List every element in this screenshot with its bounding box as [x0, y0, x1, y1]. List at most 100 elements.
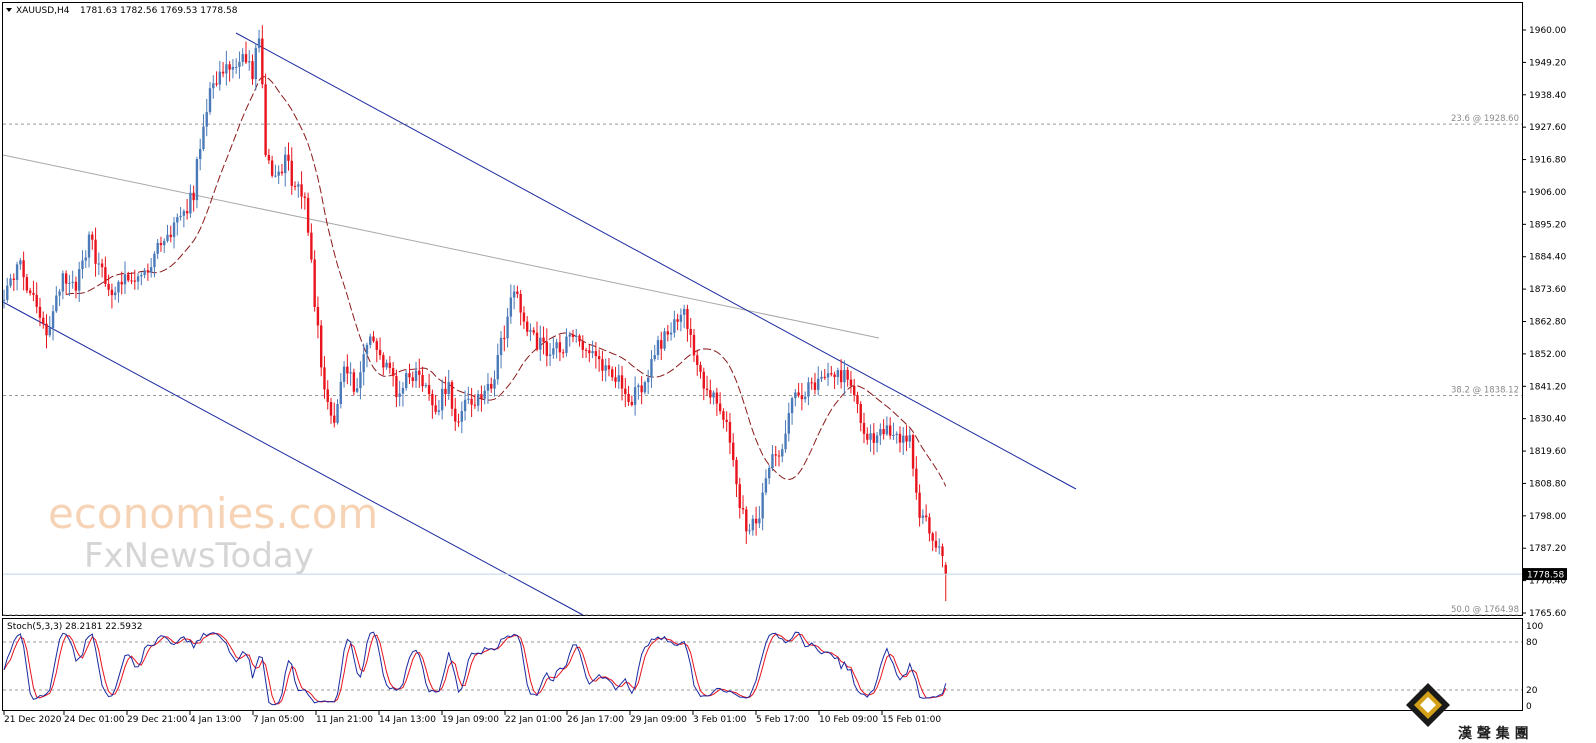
candle-body — [499, 337, 503, 356]
stoch-title: Stoch(5,3,3) 28.2181 22.5932 — [7, 622, 142, 632]
candle-body — [349, 372, 352, 374]
candle-body — [512, 291, 516, 298]
time-tick-label: 7 Jan 05:00 — [253, 715, 305, 725]
time-tick-label: 26 Jan 17:00 — [567, 715, 624, 725]
channel-upper-line — [235, 32, 1077, 490]
stoch-tick-label: 80 — [1526, 638, 1538, 648]
price-tick-label: 1852.00 — [1529, 350, 1566, 360]
candle-body — [68, 282, 71, 284]
candle-body — [705, 388, 709, 391]
fibonacci-levels: 23.6 @ 1928.60 38.2 @ 1838.12 50.0 @ 1764.… — [3, 114, 1522, 616]
candle-body — [640, 385, 643, 393]
stoch-main-line — [3, 631, 947, 706]
candle-body — [172, 222, 176, 238]
candle-body — [624, 388, 627, 395]
candle-body — [120, 281, 123, 285]
candle-body — [866, 433, 869, 440]
candle-body — [807, 382, 810, 397]
candle-body — [421, 374, 424, 387]
candle-body — [872, 433, 876, 443]
watermark-fxnewstoday: FxNewsToday — [84, 536, 314, 576]
candle-body — [346, 366, 349, 374]
candle-body — [771, 454, 774, 468]
candle-body — [918, 492, 921, 518]
candle-body — [921, 515, 925, 518]
candle-body — [205, 112, 208, 127]
candle-body — [231, 66, 235, 70]
trend-lines — [2, 32, 1077, 616]
gray-trendline — [2, 154, 880, 339]
candle-body — [745, 509, 748, 532]
price-axis: 1960.00 1949.20 1938.40 1927.60 1916.80 1906.… — [1522, 26, 1566, 619]
candle-body — [924, 515, 928, 518]
candle-body — [552, 348, 555, 355]
candle-body — [414, 370, 418, 381]
time-tick-label: 29 Dec 21:00 — [127, 715, 188, 725]
candle-body — [571, 334, 575, 337]
candle-body — [578, 335, 581, 342]
candle-body — [287, 154, 290, 161]
candle-body — [761, 492, 764, 519]
candle-body — [682, 309, 686, 315]
candle-body — [738, 484, 741, 509]
candle-body — [355, 388, 359, 392]
candle-body — [637, 385, 640, 388]
candle-body — [938, 546, 941, 548]
candle-body — [385, 362, 388, 368]
candle-body — [614, 377, 617, 382]
dropdown-triangle-icon[interactable] — [6, 8, 12, 12]
candle-body — [879, 429, 882, 436]
candle-body — [163, 240, 166, 246]
candle-body — [787, 413, 790, 434]
current-price-label: 1778.58 — [1527, 571, 1564, 581]
candle-body — [509, 297, 513, 317]
candle-body — [470, 398, 473, 405]
candle-body — [225, 64, 228, 74]
price-tick-label: 1808.80 — [1529, 479, 1566, 489]
candle-body — [457, 421, 460, 423]
candle-body — [35, 294, 38, 307]
candle-body — [261, 38, 264, 85]
candle-body — [898, 433, 902, 443]
time-tick-label: 4 Jan 13:00 — [190, 715, 242, 725]
candle-body — [395, 376, 398, 398]
candle-body — [813, 382, 817, 390]
candle-body — [784, 433, 787, 450]
candle-body — [928, 517, 931, 534]
candle-body — [146, 270, 150, 273]
candle-body — [113, 292, 117, 296]
candle-body — [646, 377, 650, 383]
candle-body — [408, 373, 411, 378]
candle-body — [300, 184, 303, 197]
candle-body — [476, 394, 480, 406]
candle-body — [859, 404, 862, 423]
candle-body — [176, 217, 179, 223]
candle-body — [535, 332, 539, 350]
candle-body — [274, 175, 277, 177]
candle-body — [208, 88, 212, 113]
candle-body — [732, 442, 735, 460]
candle-body — [437, 410, 441, 412]
price-tick-label: 1906.00 — [1529, 188, 1566, 198]
candle-body — [751, 518, 755, 531]
candle-body — [123, 274, 127, 285]
time-tick-label: 11 Jan 21:00 — [316, 715, 373, 725]
candle-body — [133, 280, 136, 282]
price-tick-label: 1916.80 — [1529, 156, 1566, 166]
stoch-tick-label: 100 — [1526, 622, 1543, 632]
candle-body — [565, 336, 568, 353]
candle-body — [463, 399, 467, 412]
candle-body — [444, 388, 447, 394]
channel-lower-line — [2, 301, 584, 616]
stochastic-pane: 100 80 20 0 — [3, 622, 1543, 712]
price-tick-label: 1895.20 — [1529, 220, 1566, 230]
candle-body — [284, 154, 287, 174]
candle-body — [192, 192, 195, 201]
candle-body — [666, 331, 670, 335]
candle-body — [267, 155, 271, 161]
candle-body — [908, 435, 911, 442]
candle-body — [450, 382, 454, 409]
time-tick-label: 5 Feb 17:00 — [756, 715, 810, 725]
candle-body — [764, 478, 768, 493]
